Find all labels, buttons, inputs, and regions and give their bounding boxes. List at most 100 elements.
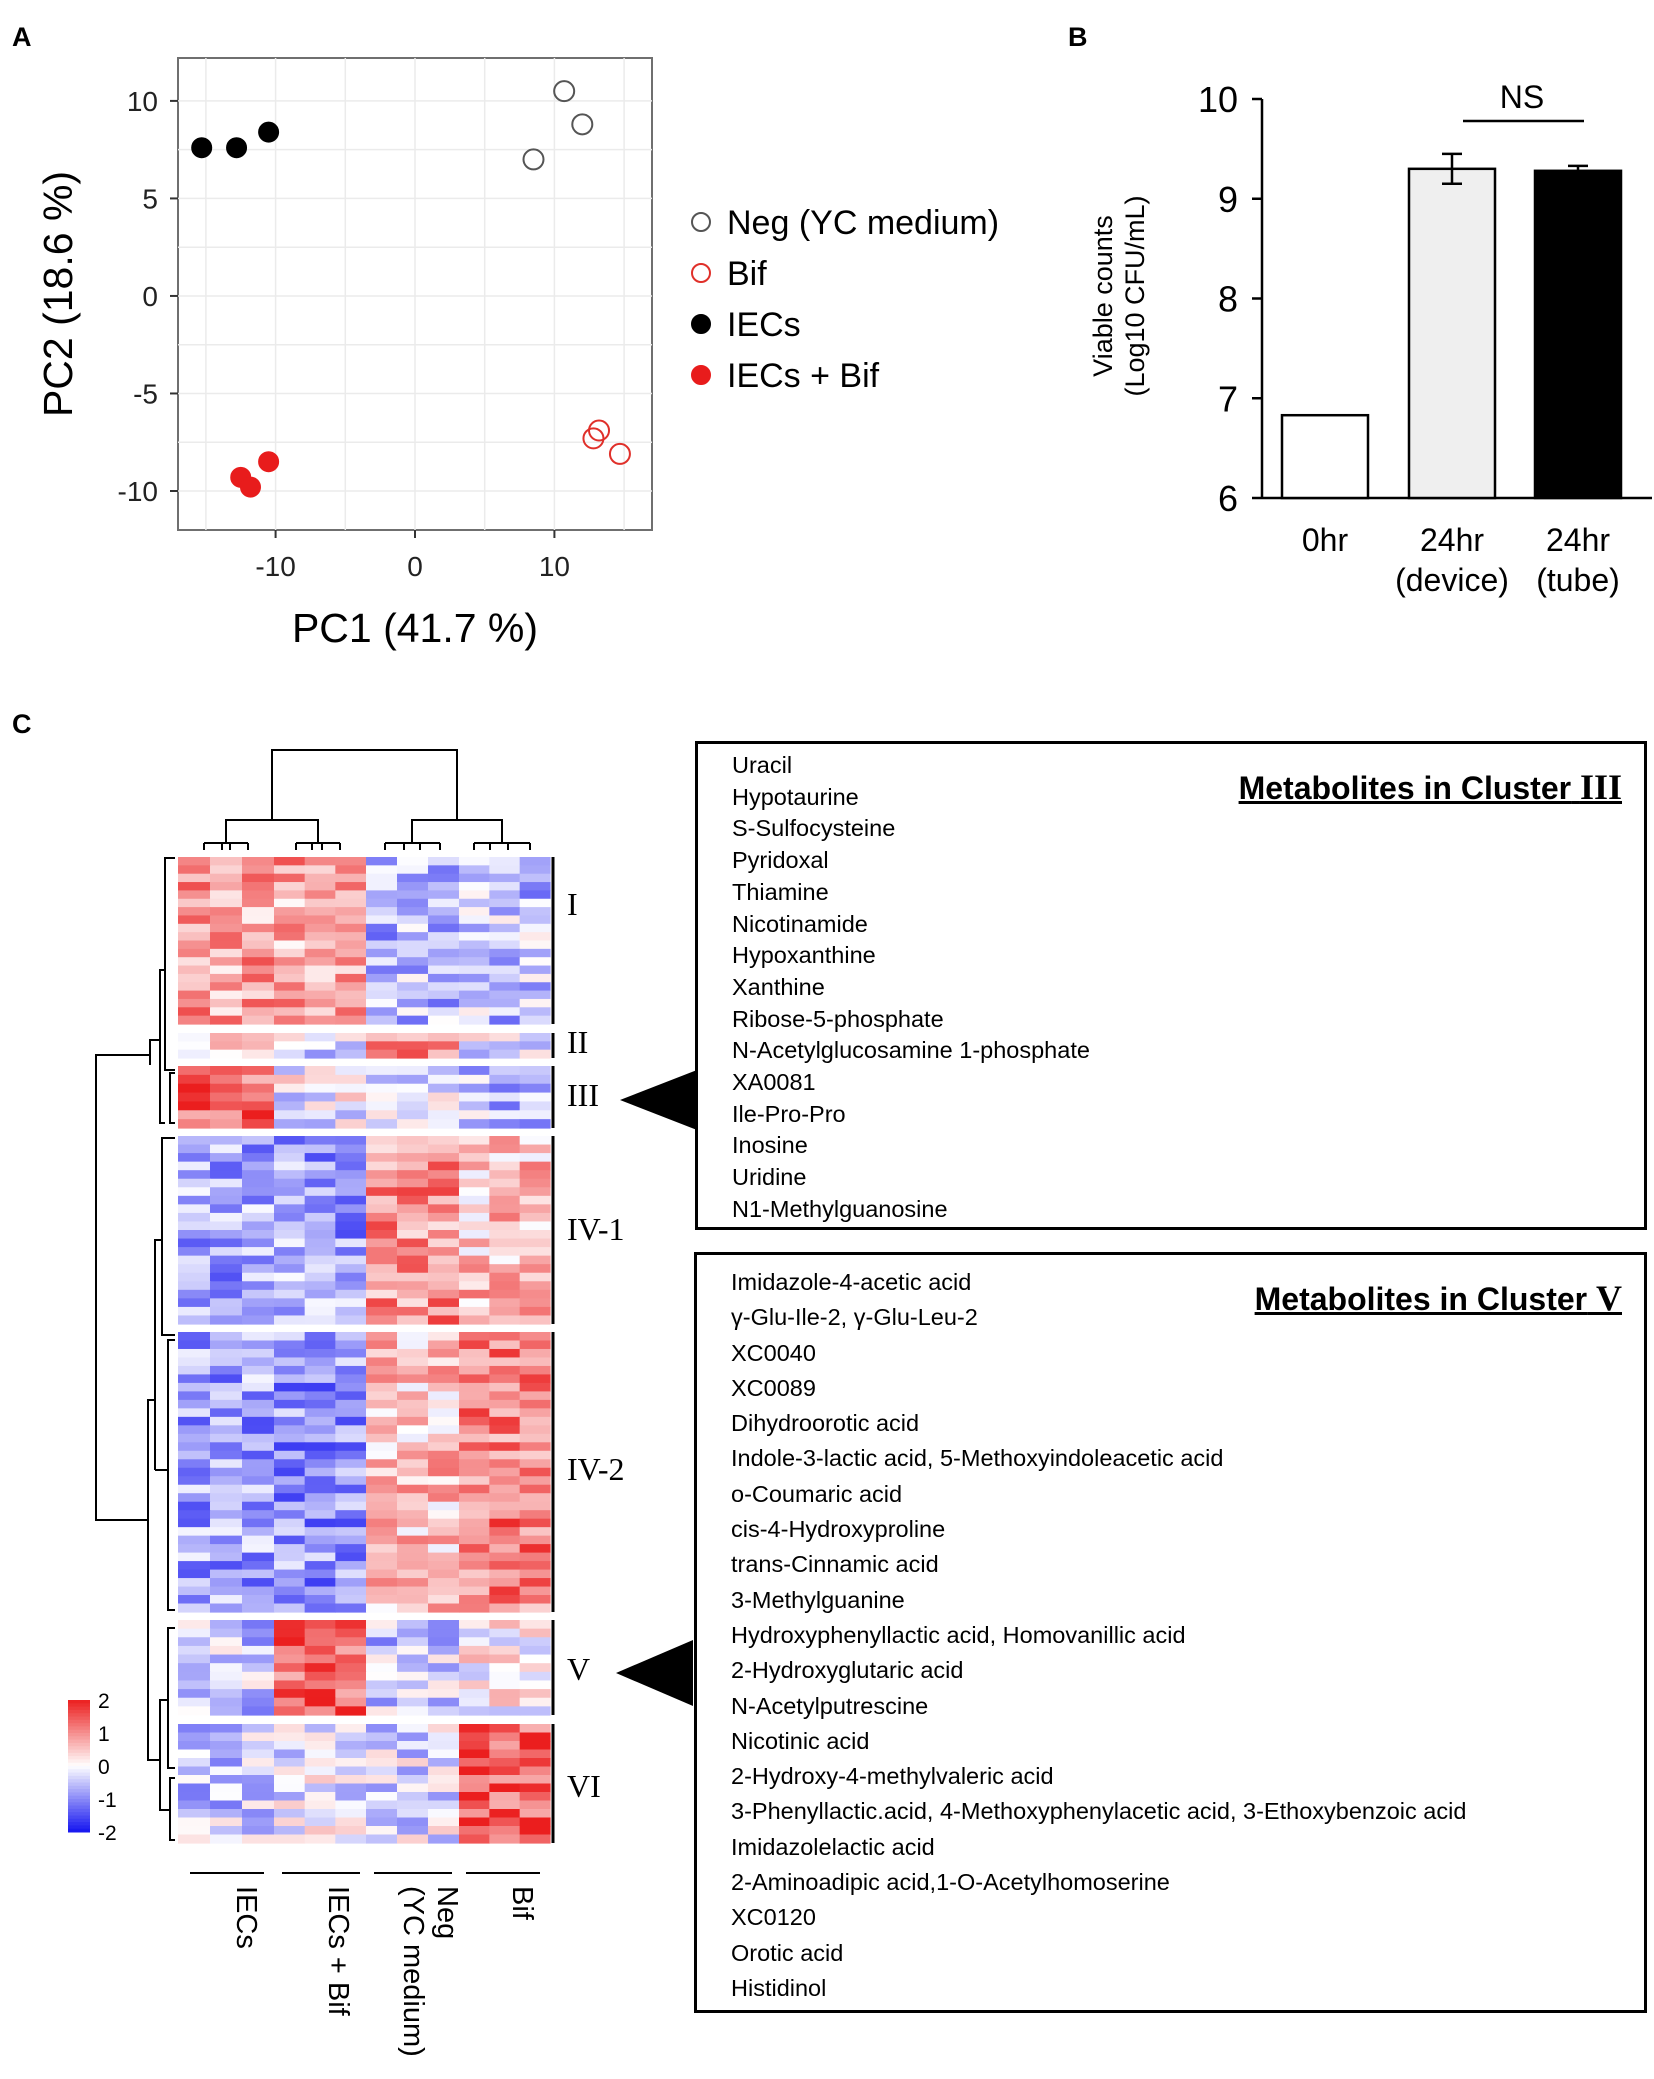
heatmap-cell (397, 1255, 429, 1265)
heatmap-cell (242, 998, 275, 1008)
heatmap-cell (519, 1289, 551, 1299)
heatmap-cell (178, 1680, 211, 1690)
heatmap-cell (428, 873, 460, 883)
heatmap-cell (304, 1033, 336, 1042)
heatmap-cell (428, 1800, 460, 1810)
bar-1 (1407, 167, 1497, 500)
heatmap-cell (489, 1603, 521, 1613)
heatmap-cell (304, 1817, 336, 1827)
heatmap-cell (274, 1374, 306, 1384)
heatmap-cell (274, 1348, 306, 1359)
legend-marker-3 (691, 365, 711, 385)
heatmap-cell (489, 1510, 521, 1520)
heatmap-cell (366, 1697, 398, 1707)
heatmap-cell (366, 1671, 398, 1682)
heatmap-cell (178, 1255, 211, 1265)
heatmap-cell (210, 1595, 243, 1605)
heatmap-cell (210, 982, 243, 992)
heatmap-cell (428, 1382, 460, 1392)
heatmap-cell (459, 1569, 490, 1579)
heatmap-cell (242, 1595, 275, 1605)
heatmap-cell (489, 1357, 521, 1367)
heatmap-cell (459, 957, 490, 967)
heatmap-cell (366, 1654, 398, 1664)
heatmap-cell (489, 1775, 521, 1785)
heatmap-cell (178, 1298, 211, 1308)
heatmap-cell (428, 1416, 460, 1426)
heatmap-cell (210, 1817, 243, 1827)
heatmap-cell (459, 1066, 490, 1076)
heatmap-cell (210, 1365, 243, 1376)
heatmap-cell (304, 1518, 336, 1528)
heatmap-cell (459, 915, 490, 925)
metabolite-item: 2-Aminoadipic acid,1-O-Acetylhomoserine (731, 1869, 1170, 1896)
heatmap-cell (428, 1074, 460, 1085)
heatmap-cell (274, 1255, 306, 1265)
heatmap-cell (274, 1493, 306, 1503)
viable-counts-bar-chart: 6 7 8 9 10 NS 0hr 24hr (device) 24hr (tube) Viabl… (1088, 79, 1652, 598)
heatmap-cell (304, 1136, 336, 1146)
heatmap-cell (397, 1119, 429, 1129)
heatmap-cell (489, 1391, 521, 1401)
heatmap-cell (242, 1153, 275, 1163)
heatmap-cell (519, 1766, 551, 1776)
heatmap-cell (366, 1637, 398, 1647)
heatmap-cell (366, 1408, 398, 1418)
heatmap-cell (459, 1425, 490, 1435)
heatmap-cell (489, 1272, 521, 1282)
heatmap-cell (519, 1510, 551, 1520)
heatmap-cell (366, 890, 398, 900)
heatmap-cell (428, 1306, 460, 1317)
column-label: IECs + Bif (322, 1886, 354, 2017)
heatmap-cell (366, 1289, 398, 1299)
metabolite-item: N-Acetylglucosamine 1-phosphate (732, 1037, 1090, 1064)
heatmap-cell (428, 1049, 460, 1059)
heatmap-cell (519, 1264, 551, 1274)
heatmap-cell (428, 957, 460, 967)
heatmap-cell (366, 1264, 398, 1274)
heatmap-cell (304, 1775, 336, 1785)
heatmap-cell (459, 1204, 490, 1214)
heatmap-cell (397, 1809, 429, 1819)
heatmap-cell (335, 1136, 367, 1146)
heatmap-cell (178, 1484, 211, 1494)
heatmap-cell (428, 1066, 460, 1076)
heatmap-cell (519, 1459, 551, 1469)
heatmap-cell (459, 1170, 490, 1180)
heatmap-cell (210, 1724, 243, 1734)
heatmap-cell (519, 1586, 551, 1596)
heatmap-cell (397, 1484, 429, 1494)
heatmap-cell (178, 957, 211, 967)
heatmap-cell (210, 1049, 243, 1059)
heatmap-cell (366, 1204, 398, 1214)
heatmap-cell (210, 1119, 243, 1129)
heatmap-cell (242, 1221, 275, 1231)
heatmap-cell (335, 1212, 367, 1223)
x-tick-label: -10 (255, 551, 295, 582)
heatmap-cell (459, 1628, 490, 1638)
heatmap-cell (210, 1033, 243, 1042)
heatmap-cell (242, 1015, 275, 1025)
colorbar-segment (68, 1703, 90, 1708)
heatmap-cell (366, 1834, 398, 1844)
heatmap-cell (459, 1450, 490, 1460)
heatmap-cell (366, 1365, 398, 1376)
heatmap-cell (210, 1603, 243, 1613)
metabolite-item: o-Coumaric acid (731, 1480, 903, 1507)
heatmap-cell (178, 1170, 211, 1180)
colorbar-segment (68, 1736, 90, 1741)
heatmap-cell (242, 1697, 275, 1707)
heatmap-cell (428, 1092, 460, 1103)
heatmap-cell (210, 1382, 243, 1392)
heatmap-cell (459, 1144, 490, 1154)
heatmap-cell (366, 1578, 398, 1588)
heatmap-cell (459, 1775, 490, 1785)
heatmap-cell (274, 1561, 306, 1571)
heatmap-cell (335, 1569, 367, 1579)
metabolite-item: Uridine (732, 1164, 807, 1191)
heatmap-cell (397, 1101, 429, 1111)
heatmap-cell (335, 957, 367, 967)
heatmap-cell (366, 990, 398, 1000)
heatmap-cell (519, 1212, 551, 1223)
heatmap-cell (459, 1433, 490, 1443)
